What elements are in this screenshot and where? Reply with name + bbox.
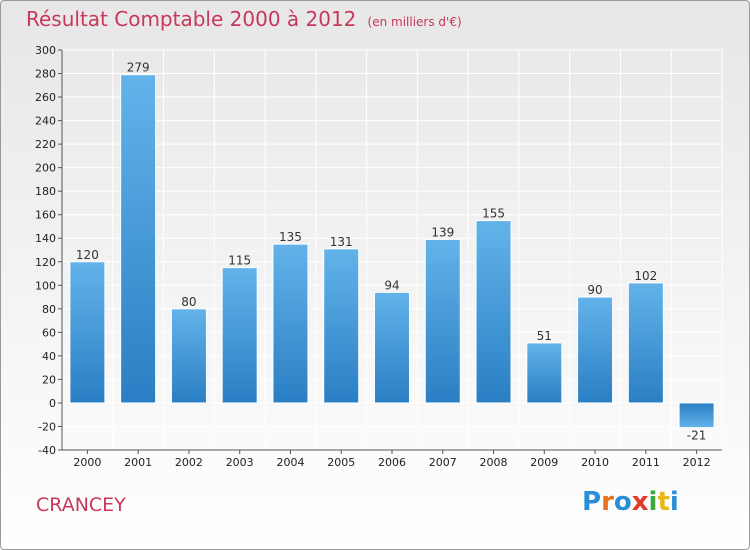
bar: [323, 248, 360, 404]
data-label: 102: [634, 269, 657, 283]
bar-2006: [374, 291, 410, 404]
bar-2004: [272, 243, 309, 404]
y-tick-label: 200: [35, 162, 56, 175]
y-tick-labels: -40 -20 0 20 40 60 80 100 120 140 160 180 200 220 240 2…: [35, 44, 56, 457]
chart-unit-note: (en milliers d'€): [367, 15, 462, 29]
bar-2012: [678, 402, 715, 429]
data-label: 115: [228, 254, 251, 268]
x-tick-label: 2005: [327, 456, 355, 469]
x-tick-label: 2004: [276, 456, 304, 469]
x-tick-labels: 2000 2001 2002 2003 2004 2005 2006 2007 2008 2009…: [73, 456, 710, 469]
y-tick-label: -20: [38, 420, 56, 433]
y-tick-label: -40: [38, 444, 56, 457]
x-tick-label: 2002: [175, 456, 203, 469]
y-tick-label: 40: [42, 350, 56, 363]
x-tick-label: 2011: [632, 456, 660, 469]
y-tick-label: 180: [35, 185, 56, 198]
y-tick-label: 280: [35, 68, 56, 81]
axes: [58, 49, 722, 454]
x-tick-label: 2012: [683, 456, 711, 469]
y-tick-label: 60: [42, 326, 56, 339]
data-label: 131: [330, 235, 353, 249]
logo-letter: i: [648, 487, 658, 517]
data-label: 135: [279, 230, 302, 244]
x-tick-label: 2009: [530, 456, 558, 469]
bar-2002: [170, 308, 207, 404]
bar-2011: [627, 282, 664, 404]
chart-title-text: Résultat Comptable 2000 à 2012: [26, 7, 357, 31]
bar-2008: [475, 220, 512, 404]
bar: [170, 308, 207, 404]
data-label: -21: [687, 429, 707, 443]
bar: [374, 291, 410, 404]
bar: [424, 238, 461, 404]
y-tick-label: 160: [35, 209, 56, 222]
bars: [69, 74, 715, 429]
logo-letter: o: [613, 487, 632, 517]
bar-2005: [323, 248, 360, 404]
data-label: 139: [431, 225, 454, 239]
y-tick-label: 220: [35, 138, 56, 151]
x-tick-label: 2006: [378, 456, 406, 469]
data-label: 90: [587, 283, 602, 297]
bar: [69, 261, 106, 404]
x-tick-label: 2001: [124, 456, 152, 469]
x-tick-label: 2010: [581, 456, 609, 469]
bar-2009: [526, 342, 563, 404]
y-tick-label: 240: [35, 115, 56, 128]
y-tick-label: 300: [35, 44, 56, 57]
y-tick-label: 120: [35, 256, 56, 269]
bar: [475, 220, 512, 404]
commune-name: CRANCEY: [36, 494, 126, 516]
bar: [678, 402, 715, 429]
logo-letter: P: [582, 487, 602, 517]
y-tick-label: 20: [42, 373, 56, 386]
bar: [627, 282, 664, 404]
logo-letter: x: [631, 487, 649, 517]
bar: [120, 74, 157, 404]
logo-letter: i: [669, 487, 679, 517]
bar-2000: [69, 261, 106, 404]
y-tick-label: 140: [35, 232, 56, 245]
chart-title: Résultat Comptable 2000 à 2012 (en milli…: [26, 7, 462, 31]
x-tick-label: 2007: [429, 456, 457, 469]
bar: [577, 296, 614, 404]
x-tick-label: 2003: [226, 456, 254, 469]
data-label: 80: [181, 295, 196, 309]
logo-letter: t: [657, 487, 670, 517]
data-label: 155: [482, 207, 505, 221]
bar-2007: [424, 238, 461, 404]
bar: [526, 342, 563, 404]
proxiti-logo: Proxiti: [582, 487, 679, 517]
data-label: 279: [127, 61, 150, 75]
data-label: 94: [384, 278, 399, 292]
data-label: 120: [76, 248, 99, 262]
logo-letter: r: [601, 487, 614, 517]
value-labels: 120 279 80 115 135 131 94 139 155 51 90 102 -21: [76, 61, 706, 443]
bar-2001: [120, 74, 157, 404]
x-tick-label: 2008: [480, 456, 508, 469]
y-tick-label: 80: [42, 303, 56, 316]
bar-2003: [221, 267, 258, 404]
bar: [221, 267, 258, 404]
data-label: 51: [537, 329, 552, 343]
x-tick-label: 2000: [73, 456, 101, 469]
y-tick-label: 260: [35, 91, 56, 104]
y-tick-label: 0: [49, 397, 56, 410]
bar: [272, 243, 309, 404]
y-tick-label: 100: [35, 279, 56, 292]
bar-2010: [577, 296, 614, 404]
